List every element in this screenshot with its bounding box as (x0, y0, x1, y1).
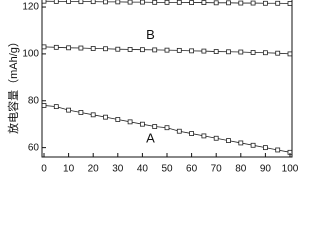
series-label: B (146, 27, 155, 42)
data-point (42, 0, 47, 4)
data-point (201, 0, 207, 5)
data-point (189, 48, 195, 54)
x-tick-label: 80 (235, 164, 247, 175)
data-point (66, 0, 71, 4)
data-point (238, 140, 244, 146)
data-point (226, 49, 231, 55)
data-point (189, 0, 195, 5)
data-point (115, 117, 121, 122)
data-point (115, 46, 121, 52)
data-point (238, 0, 244, 6)
data-point (176, 128, 182, 134)
data-point (238, 49, 244, 55)
data-point (226, 138, 231, 143)
data-point (103, 114, 108, 120)
data-point (164, 47, 170, 53)
chart: 放电容量（mAh/g） 0 10 20 30 40 50 60 70 80 90 100 60 80 10… (6, 0, 299, 175)
data-point (53, 44, 59, 50)
data-point (164, 125, 170, 131)
data-point (127, 0, 133, 5)
data-point (262, 0, 268, 6)
data-point (127, 119, 133, 125)
data-point (103, 0, 108, 5)
data-point (90, 112, 96, 118)
data-point (287, 1, 292, 6)
data-point (201, 133, 207, 139)
data-point (152, 124, 158, 129)
plot-area (42, 0, 292, 155)
x-tick-label: 0 (41, 164, 47, 175)
x-tick-label: 10 (63, 164, 75, 175)
y-tick-label: 80 (28, 95, 40, 106)
data-point (287, 51, 292, 57)
data-point (78, 45, 84, 51)
data-point (275, 147, 281, 153)
data-point (176, 47, 182, 53)
data-point (66, 45, 71, 51)
data-point (250, 0, 256, 6)
data-point (139, 121, 145, 127)
data-point (213, 135, 219, 141)
data-point (275, 0, 281, 6)
x-tick-label: 60 (186, 164, 198, 175)
data-point (42, 44, 47, 50)
x-tick-label: 70 (211, 164, 223, 175)
x-tick-label: 20 (88, 164, 100, 175)
data-point (152, 47, 158, 53)
data-point (53, 104, 59, 110)
data-point (139, 47, 145, 53)
data-point (127, 47, 133, 52)
x-tick-label: 50 (161, 164, 173, 175)
data-point (226, 0, 231, 6)
x-tick-label: 40 (137, 164, 149, 175)
data-point (213, 49, 219, 54)
data-point (115, 0, 121, 5)
data-point (53, 0, 59, 4)
y-tick-label: 120 (22, 2, 39, 13)
data-point (42, 103, 47, 108)
data-point (262, 50, 268, 56)
data-point (201, 48, 207, 54)
data-point (66, 107, 71, 113)
data-point (275, 50, 281, 56)
data-point (262, 145, 268, 151)
series-label: A (146, 131, 155, 146)
data-point (78, 110, 84, 115)
y-tick-label: 60 (28, 142, 40, 153)
data-point (152, 0, 158, 5)
x-tick-label: 30 (112, 164, 124, 175)
y-axis-label: 放电容量（mAh/g） (6, 36, 20, 134)
axes-frame (41, 0, 293, 158)
data-point (250, 50, 256, 55)
x-tick-label: 100 (282, 164, 299, 175)
data-point (139, 0, 145, 5)
data-point (250, 142, 256, 148)
data-point (103, 46, 108, 52)
x-tick-label: 90 (260, 164, 272, 175)
data-point (176, 0, 182, 5)
data-point (90, 46, 96, 51)
data-point (213, 0, 219, 6)
data-point (78, 0, 84, 5)
data-point (90, 0, 96, 5)
data-point (189, 131, 195, 136)
y-tick-label: 100 (22, 49, 39, 60)
data-point (164, 0, 170, 5)
